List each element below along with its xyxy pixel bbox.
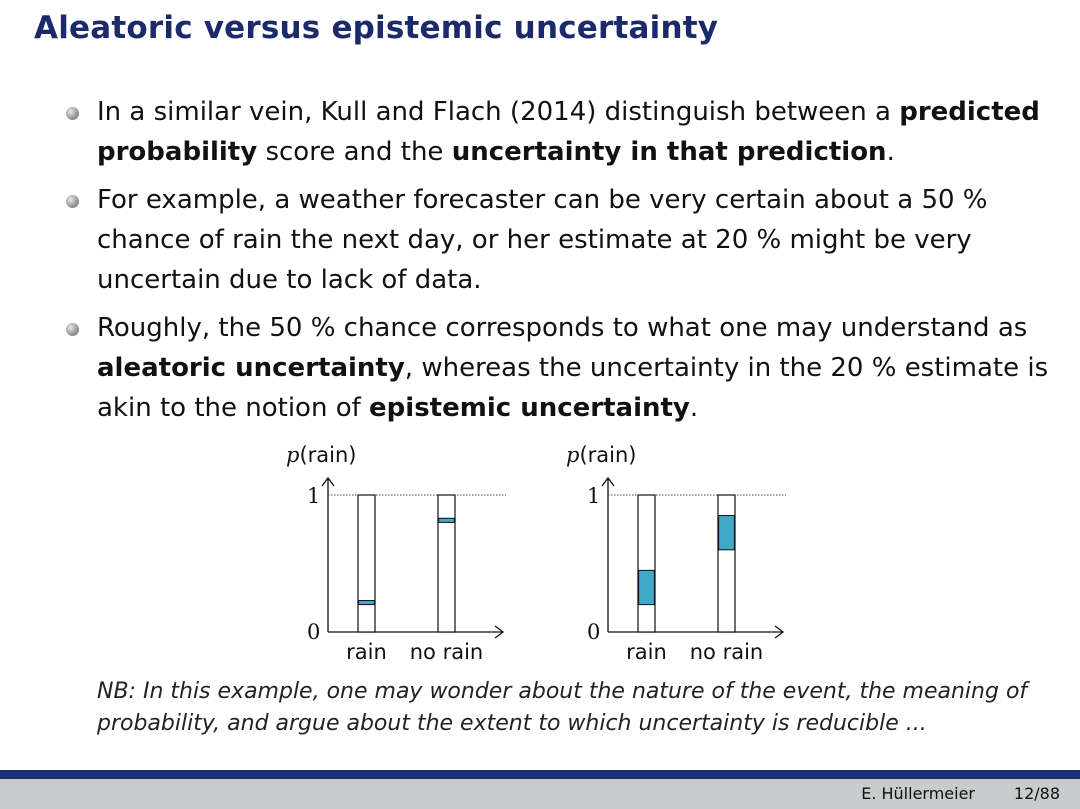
uncertainty-interval xyxy=(358,599,375,606)
bullet-item: In a similar vein, Kull and Flach (2014)… xyxy=(60,92,1060,172)
text-run: . xyxy=(886,137,895,167)
bullet-list: In a similar vein, Kull and Flach (2014)… xyxy=(60,92,1060,436)
chart-right: p(rain) 0 1 rain no rain xyxy=(566,443,786,664)
x-tick-label: rain xyxy=(626,640,667,664)
bullet-text: Roughly, the 50 % chance corresponds to … xyxy=(97,313,1048,423)
probability-bar-outline xyxy=(357,494,376,633)
y-axis-arrow xyxy=(321,476,335,487)
bullet-icon xyxy=(66,107,79,120)
y-axis-label-var: p xyxy=(286,443,299,467)
text-run: Roughly, the 50 % chance corresponds to … xyxy=(97,313,1028,343)
y-tick-label: 1 xyxy=(307,484,320,508)
text-run: For example, a weather forecaster can be… xyxy=(97,185,988,295)
probability-bar-outline xyxy=(637,494,656,633)
x-axis-arrow xyxy=(494,625,505,639)
footer-bar xyxy=(0,779,1080,809)
bullet-text: In a similar vein, Kull and Flach (2014)… xyxy=(97,97,1040,167)
bold-term: uncertainty in that prediction xyxy=(451,137,887,167)
footer-accent-bar xyxy=(0,770,1080,779)
nb-note: NB: In this example, one may wonder abou… xyxy=(97,679,1028,736)
x-tick-label: rain xyxy=(346,640,387,664)
text-run: , whereas the uncertainty in the 20 % es… xyxy=(97,353,1049,423)
y-tick-label: 0 xyxy=(307,620,320,644)
slide-title: Aleatoric versus epistemic uncertainty xyxy=(34,10,719,46)
bullet-item: For example, a weather forecaster can be… xyxy=(60,180,1060,300)
bold-term: epistemic uncertainty xyxy=(369,393,690,423)
footer-author: E. Hüllermeier xyxy=(861,784,975,803)
bullet-text: For example, a weather forecaster can be… xyxy=(97,185,988,295)
x-tick-label: no rain xyxy=(410,640,483,664)
uncertainty-interval xyxy=(638,569,655,606)
bullet-icon xyxy=(66,195,79,208)
y-axis-arrow xyxy=(601,476,615,487)
probability-bar-outline xyxy=(437,494,456,633)
uncertainty-interval xyxy=(438,517,455,523)
bullet-item: Roughly, the 50 % chance corresponds to … xyxy=(60,308,1060,428)
uncertainty-interval xyxy=(718,515,735,551)
x-tick-label: no rain xyxy=(690,640,763,664)
text-run: In a similar vein, Kull and Flach (2014)… xyxy=(97,97,900,127)
x-axis-arrow xyxy=(774,625,785,639)
text-run: score and the xyxy=(257,137,452,167)
y-tick-label: 0 xyxy=(587,620,600,644)
bold-term: aleatoric uncertainty xyxy=(97,353,405,383)
y-axis-label-var: p xyxy=(566,443,579,467)
footer-page-number: 12/88 xyxy=(1013,784,1060,803)
text-run: . xyxy=(689,393,699,423)
y-axis-label: p(rain) xyxy=(566,443,637,467)
y-axis-label-text: (rain) xyxy=(299,443,356,467)
bullet-icon xyxy=(66,323,79,336)
y-axis-label: p(rain) xyxy=(286,443,357,467)
bold-term: predicted probability xyxy=(97,97,1040,167)
chart-left: p(rain) 0 1 rain no rain xyxy=(286,443,506,664)
y-tick-label: 1 xyxy=(587,484,600,508)
y-axis-label-text: (rain) xyxy=(579,443,636,467)
